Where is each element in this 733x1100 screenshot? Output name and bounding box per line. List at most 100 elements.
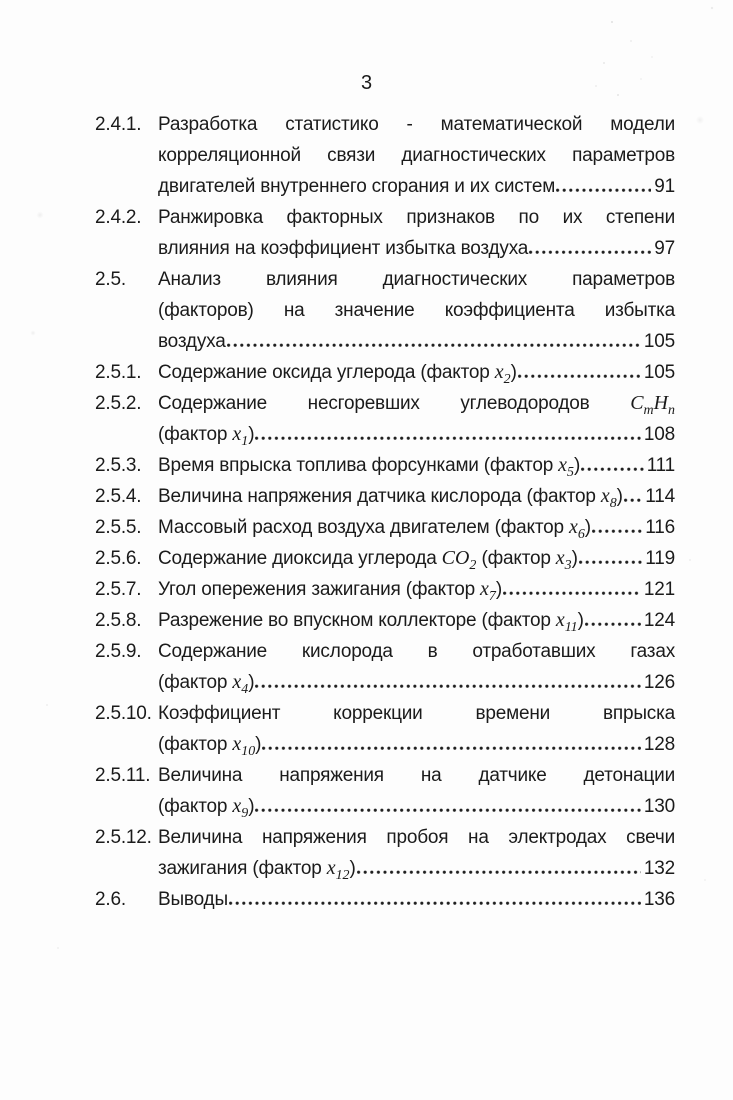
dot-leader	[255, 435, 641, 440]
toc-entry-body: Время впрыска топлива форсунками (фактор…	[158, 450, 675, 481]
dot-leader	[529, 249, 652, 254]
toc-entry-text: двигателей внутреннего сгорания и их сис…	[158, 176, 556, 197]
dot-leader	[255, 807, 641, 812]
toc-entry-lastline: Разрежение во впускном коллекторе (факто…	[158, 605, 675, 636]
table-of-contents: 2.4.1. Разработка статистико - математич…	[95, 109, 675, 915]
dot-leader	[262, 745, 641, 750]
toc-entry-text: Угол опережения зажигания (фактор x7)	[158, 578, 503, 604]
toc-entry-text: Содержание диоксида углерода CO2 (фактор…	[158, 547, 578, 573]
toc-entry-number: 2.5.2.	[95, 393, 142, 414]
dot-leader	[578, 559, 643, 564]
toc-entry-text: (фактор x4)	[158, 671, 255, 697]
toc-entry-number: 2.5.5.	[95, 517, 142, 538]
toc-entry-body: Величина напряжения на датчике детонации…	[158, 760, 675, 822]
toc-entry-number: 2.5.3.	[95, 455, 142, 476]
toc-entry-number: 2.6.	[95, 889, 126, 910]
toc-entry-line: Разработка статистико - математической м…	[158, 114, 675, 135]
toc-entry-number: 2.5.12.	[95, 827, 152, 848]
math-variable: x11	[555, 609, 578, 635]
toc-entry-page: 111	[646, 455, 675, 476]
toc-entry-page: 124	[643, 610, 675, 631]
toc-entry-number: 2.5.9.	[95, 641, 142, 662]
math-variable: x7	[480, 578, 496, 604]
toc-entry-number: 2.5.7.	[95, 579, 142, 600]
toc-entry-lastline: Время впрыска топлива форсунками (фактор…	[158, 450, 675, 481]
dot-leader	[226, 342, 641, 347]
toc-entry-body: Содержание несгоревших углеводородов CmH…	[158, 388, 675, 450]
math-variable: x9	[232, 795, 249, 821]
toc-entry-line: Коэффициент коррекции времени впрыска	[158, 703, 675, 724]
toc-entry: 2.4.2. Ранжировка факторных признаков по…	[95, 202, 675, 264]
dot-leader	[581, 466, 644, 471]
toc-entry-body: Угол опережения зажигания (фактор x7) 12…	[158, 574, 675, 605]
toc-entry-line: (факторов) на значение коэффициента избы…	[158, 300, 675, 321]
toc-entry-page: 105	[643, 362, 675, 383]
dot-leader	[623, 497, 643, 502]
toc-entry-body: Величина напряжения пробоя на электродах…	[158, 822, 675, 884]
toc-entry-page: 97	[654, 238, 675, 259]
toc-entry-page: 119	[645, 548, 675, 569]
toc-entry-text: (фактор x1)	[158, 423, 255, 449]
toc-entry-text: Выводы	[158, 889, 228, 910]
dot-leader	[517, 373, 641, 378]
math-variable: x5	[558, 454, 574, 480]
toc-entry-text: Массовый расход воздуха двигателем (факт…	[158, 516, 591, 542]
toc-entry-page: 130	[643, 796, 675, 817]
math-variable: x1	[232, 423, 249, 449]
toc-entry-line: Ранжировка факторных признаков по их сте…	[158, 207, 675, 228]
toc-entry-page: 105	[643, 331, 675, 352]
toc-entry-line: корреляционной связи диагностических пар…	[158, 145, 675, 166]
toc-entry-text: влияния на коэффициент избытка воздуха	[158, 238, 529, 259]
math-variable: x2	[494, 361, 511, 387]
toc-entry-lastline: Массовый расход воздуха двигателем (факт…	[158, 512, 675, 543]
toc-entry-number: 2.5.1.	[95, 362, 142, 383]
toc-entry-body: Содержание диоксида углерода CO2 (фактор…	[158, 543, 675, 574]
toc-entry-number: 2.5.8.	[95, 610, 142, 631]
math-variable: x6	[568, 516, 585, 542]
math-variable: x10	[232, 733, 256, 759]
toc-entry-page: 114	[645, 486, 675, 507]
toc-entry-page: 126	[643, 672, 675, 693]
toc-entry-lastline: (фактор x10) 128	[158, 729, 675, 760]
toc-entry-page: 132	[643, 858, 675, 879]
toc-entry-body: Массовый расход воздуха двигателем (факт…	[158, 512, 675, 543]
toc-entry-lastline: Содержание оксида углерода (фактор x2) 1…	[158, 357, 675, 388]
toc-entry-body: Ранжировка факторных признаков по их сте…	[158, 202, 675, 264]
toc-entry: 2.5.7. Угол опережения зажигания (фактор…	[95, 574, 675, 605]
toc-entry: 2.5. Анализ влияния диагностических пара…	[95, 264, 675, 357]
dot-leader	[255, 683, 641, 688]
toc-entry: 2.5.9. Содержание кислорода в отработавш…	[95, 636, 675, 698]
toc-entry-lastline: Выводы 136	[158, 884, 675, 915]
math-variable: x8	[600, 485, 617, 511]
toc-entry-number: 2.5.11.	[95, 765, 151, 786]
math-variable: x12	[326, 857, 350, 883]
toc-entry-page: 136	[643, 889, 675, 910]
toc-entry-page: 116	[645, 517, 675, 538]
toc-entry: 2.5.8. Разрежение во впускном коллекторе…	[95, 605, 675, 636]
math-variable: CO2	[441, 547, 477, 573]
toc-entry-page: 121	[643, 579, 675, 600]
toc-entry-number: 2.5.4.	[95, 486, 142, 507]
toc-entry-body: Коэффициент коррекции времени впрыска (ф…	[158, 698, 675, 760]
toc-entry-text: Содержание оксида углерода (фактор x2)	[158, 361, 517, 387]
toc-entry-line: Содержание кислорода в отработавших газа…	[158, 641, 675, 662]
toc-entry: 2.5.1. Содержание оксида углерода (факто…	[95, 357, 675, 388]
toc-entry-lastline: воздуха 105	[158, 326, 675, 357]
toc-entry-body: Содержание кислорода в отработавших газа…	[158, 636, 675, 698]
toc-entry-text: воздуха	[158, 331, 226, 352]
toc-entry-number: 2.4.1.	[95, 114, 142, 135]
dot-leader	[356, 869, 641, 874]
toc-entry-lastline: Содержание диоксида углерода CO2 (фактор…	[158, 543, 675, 574]
toc-entry: 2.4.1. Разработка статистико - математич…	[95, 109, 675, 202]
page-number: 3	[360, 72, 373, 94]
toc-entry-lastline: зажигания (фактор x12) 132	[158, 853, 675, 884]
toc-entry-number: 2.5.6.	[95, 548, 142, 569]
toc-entry-lastline: Угол опережения зажигания (фактор x7) 12…	[158, 574, 675, 605]
toc-entry-lastline: (фактор x9) 130	[158, 791, 675, 822]
toc-entry-body: Величина напряжения датчика кислорода (ф…	[158, 481, 675, 512]
dot-leader	[503, 590, 641, 595]
toc-entry-lastline: (фактор x4) 126	[158, 667, 675, 698]
toc-entry-line: Анализ влияния диагностических параметро…	[158, 269, 675, 290]
toc-entry-lastline: Величина напряжения датчика кислорода (ф…	[158, 481, 675, 512]
